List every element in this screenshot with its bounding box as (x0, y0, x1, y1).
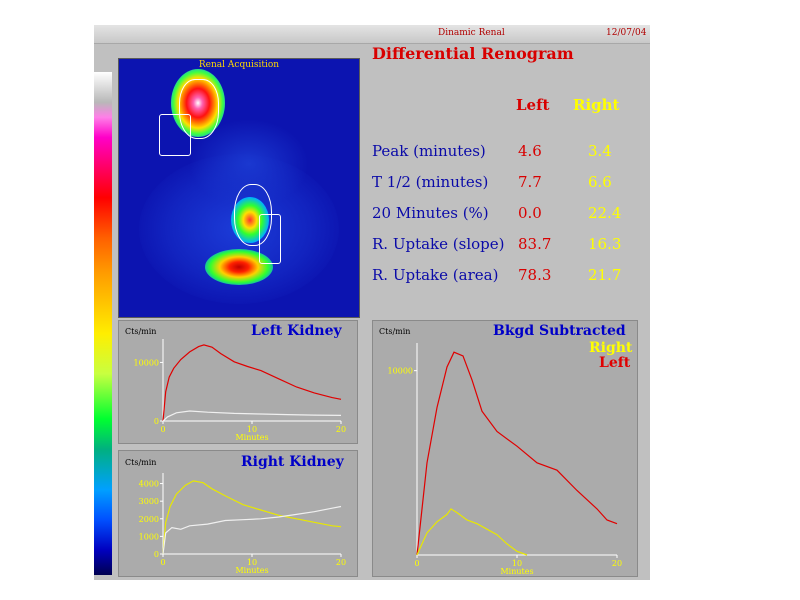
left-kidney-xtick-label: 20 (336, 425, 346, 434)
left-kidney-ytick-label: 0 (154, 417, 159, 426)
right-background-roi (259, 214, 281, 264)
row-label-t-half: T 1/2 (minutes) (372, 173, 489, 191)
peak-right-value: 3.4 (588, 142, 612, 160)
right-kidney-ytick-label: 4000 (139, 480, 159, 489)
bkgd-subtracted-series-right-line (416, 508, 528, 556)
bkgd-subtracted-xtick-label: 20 (612, 559, 622, 568)
right-kidney-ytick-label: 1000 (139, 532, 159, 541)
bkgd-subtracted-x-axis-label: Minutes (500, 567, 533, 576)
right-kidney-xtick-label: 0 (160, 558, 165, 567)
right-kidney-title: Right Kidney (241, 454, 344, 470)
title-bar (94, 25, 650, 44)
uptake-area-left-value: 78.3 (518, 266, 552, 284)
20-minutes-left-value: 0.0 (518, 204, 542, 222)
uptake-area-right-value: 21.7 (588, 266, 622, 284)
bkgd-subtracted-xtick-label: 10 (512, 559, 522, 568)
left-kidney-x-axis-label: Minutes (235, 433, 268, 442)
row-label-uptake-slope: R. Uptake (slope) (372, 235, 505, 253)
20-minutes-right-value: 22.4 (588, 204, 622, 222)
bkgd-subtracted-ytick-label: 10000 (388, 367, 413, 376)
right-kidney-ylabel: Cts/min (125, 458, 157, 467)
peak-left-value: 4.6 (518, 142, 542, 160)
right-kidney-ytick-label: 0 (154, 550, 159, 559)
color-scale-bar (94, 72, 112, 575)
right-kidney-x-axis-label: Minutes (235, 566, 268, 575)
right-kidney-series-1-line (162, 505, 342, 555)
left-kidney-roi (179, 79, 219, 139)
left-kidney-chart: 0 10000 0 10 20 Minutes Left Kidney Cts/min (118, 320, 358, 444)
uptake-slope-right-value: 16.3 (588, 235, 622, 253)
left-kidney-series-0-line (162, 344, 342, 422)
t-half-right-value: 6.6 (588, 173, 612, 191)
right-kidney-ytick-label: 3000 (139, 497, 159, 506)
left-kidney-series-1-line (162, 410, 342, 422)
right-kidney-chart: 0 1000 2000 3000 4000 0 10 20 Minutes Right Kidn… (118, 450, 358, 577)
bkgd-subtracted-xtick-label: 0 (414, 559, 419, 568)
right-kidney-series-0-line (162, 480, 342, 555)
left-kidney-title: Left Kidney (251, 323, 342, 339)
right-kidney-xtick-label: 10 (247, 558, 257, 567)
results-title: Differential Renogram (372, 44, 574, 63)
bkgd-subtracted-chart: 10000 0 10 20 Minutes Bkgd Subtracted Cts/mi… (372, 320, 638, 577)
left-kidney-ytick-label: 10000 (134, 358, 159, 367)
right-kidney-plot: 0 1000 2000 3000 4000 0 10 20 Minutes (139, 473, 346, 575)
row-label-uptake-area: R. Uptake (area) (372, 266, 499, 284)
uptake-slope-left-value: 83.7 (518, 235, 552, 253)
right-kidney-xtick-label: 20 (336, 558, 346, 567)
right-kidney-ytick-label: 2000 (139, 515, 159, 524)
scan-label: Renal Acquisition (198, 60, 280, 70)
left-kidney-plot: 0 10000 0 10 20 Minutes (134, 339, 346, 442)
study-date: 12/07/04 (606, 28, 647, 38)
bkgd-subtracted-title: Bkgd Subtracted (493, 323, 626, 339)
left-kidney-xtick-label: 0 (160, 425, 165, 434)
legend-right: Right (589, 340, 633, 356)
bkgd-subtracted-ylabel: Cts/min (379, 327, 411, 336)
t-half-left-value: 7.7 (518, 173, 542, 191)
bkgd-subtracted-plot: 10000 0 10 20 Minutes (388, 343, 622, 576)
column-header-right: Right (573, 96, 620, 114)
left-kidney-xtick-label: 10 (247, 425, 257, 434)
left-background-roi (159, 114, 191, 156)
left-kidney-ylabel: Cts/min (125, 327, 157, 336)
renal-scan-image: Renal Acquisition (118, 58, 360, 318)
legend-left: Left (599, 355, 631, 371)
row-label-peak: Peak (minutes) (372, 142, 486, 160)
study-title: Dinamic Renal (438, 28, 505, 38)
bkgd-subtracted-series-left-line (416, 351, 618, 556)
row-label-20-minutes: 20 Minutes (%) (372, 204, 489, 222)
right-kidney-roi (234, 184, 272, 246)
column-header-left: Left (516, 96, 550, 114)
